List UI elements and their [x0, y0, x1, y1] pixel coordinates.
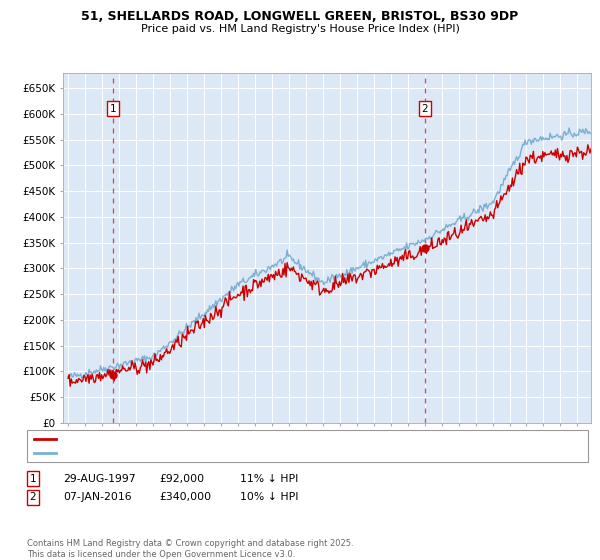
Text: 51, SHELLARDS ROAD, LONGWELL GREEN, BRISTOL, BS30 9DP: 51, SHELLARDS ROAD, LONGWELL GREEN, BRIS…	[82, 10, 518, 23]
Text: 11% ↓ HPI: 11% ↓ HPI	[240, 474, 298, 484]
Text: Price paid vs. HM Land Registry's House Price Index (HPI): Price paid vs. HM Land Registry's House …	[140, 24, 460, 34]
Text: 1: 1	[29, 474, 37, 484]
Text: 51, SHELLARDS ROAD, LONGWELL GREEN, BRISTOL, BS30 9DP (detached house): 51, SHELLARDS ROAD, LONGWELL GREEN, BRIS…	[60, 433, 464, 444]
Text: 29-AUG-1997: 29-AUG-1997	[63, 474, 136, 484]
Text: Contains HM Land Registry data © Crown copyright and database right 2025.
This d: Contains HM Land Registry data © Crown c…	[27, 539, 353, 559]
Text: £92,000: £92,000	[159, 474, 204, 484]
Text: 1: 1	[110, 104, 116, 114]
Text: 2: 2	[29, 492, 37, 502]
Text: 10% ↓ HPI: 10% ↓ HPI	[240, 492, 299, 502]
Text: £340,000: £340,000	[159, 492, 211, 502]
Text: 2: 2	[422, 104, 428, 114]
Text: 07-JAN-2016: 07-JAN-2016	[63, 492, 131, 502]
Text: HPI: Average price, detached house, South Gloucestershire: HPI: Average price, detached house, Sout…	[60, 448, 355, 458]
